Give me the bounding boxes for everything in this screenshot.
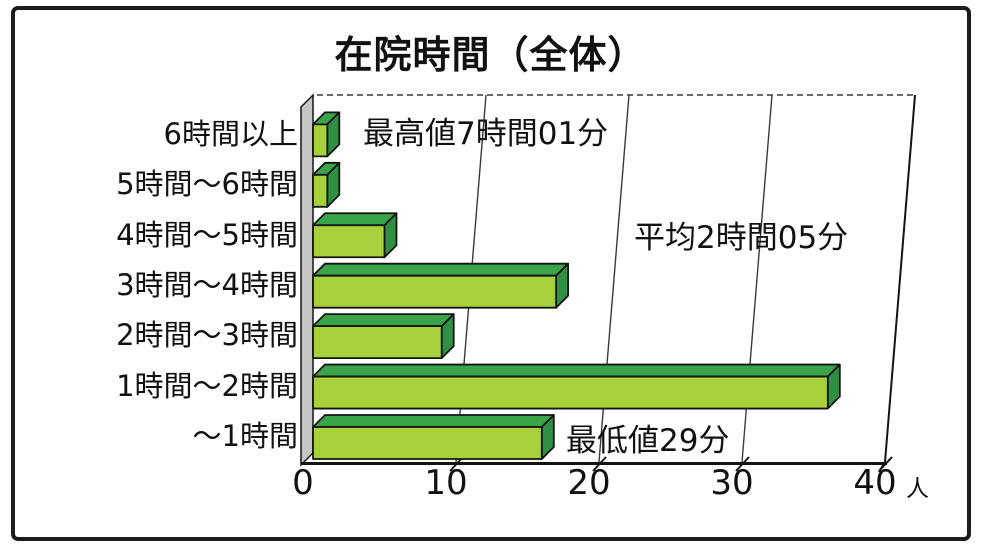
category-label: 5時間～6時間 (116, 167, 298, 202)
chart-title: 在院時間（全体） (334, 33, 647, 77)
plot-left-wall (300, 93, 314, 467)
bar-front-face (312, 173, 329, 208)
bar-top-face (312, 363, 841, 378)
bar-4 (312, 313, 455, 360)
bar-front-face (312, 325, 443, 360)
bar-front-face (312, 274, 558, 309)
annotation-average-value: 平均2時間05分 (634, 220, 849, 256)
bar-3 (312, 262, 570, 309)
bar-1 (312, 161, 341, 208)
bar-5 (312, 363, 841, 410)
category-label: ～1時間 (192, 419, 298, 454)
category-label: 6時間以上 (163, 116, 298, 151)
bar-front-face (312, 224, 386, 259)
bar-top-face (312, 212, 398, 227)
bar-front-face (312, 375, 829, 410)
bar-front-face (312, 123, 329, 158)
axis-tick (878, 461, 886, 473)
bar-top-face (312, 414, 555, 428)
bar-top-face (312, 262, 570, 277)
bar-0 (312, 111, 341, 158)
bar-top-face (312, 313, 455, 328)
gridline (884, 94, 916, 463)
bar-front-face (312, 426, 543, 460)
bar-2 (312, 212, 398, 259)
category-label: 3時間～4時間 (116, 267, 298, 302)
category-label: 4時間～5時間 (116, 217, 298, 252)
bar-6 (312, 414, 555, 460)
annotation-max-value: 最高値7時間01分 (363, 116, 609, 152)
category-axis: 6時間以上 5時間～6時間 4時間～5時間 3時間～4時間 2時間～3時間 1時間～2時間… (22, 109, 298, 462)
category-label: 2時間～3時間 (116, 318, 298, 353)
x-axis-unit-label: 人 (906, 476, 929, 502)
plot-area (300, 93, 916, 473)
annotation-min-value: 最低値29分 (566, 423, 730, 459)
category-label: 1時間～2時間 (116, 368, 298, 403)
